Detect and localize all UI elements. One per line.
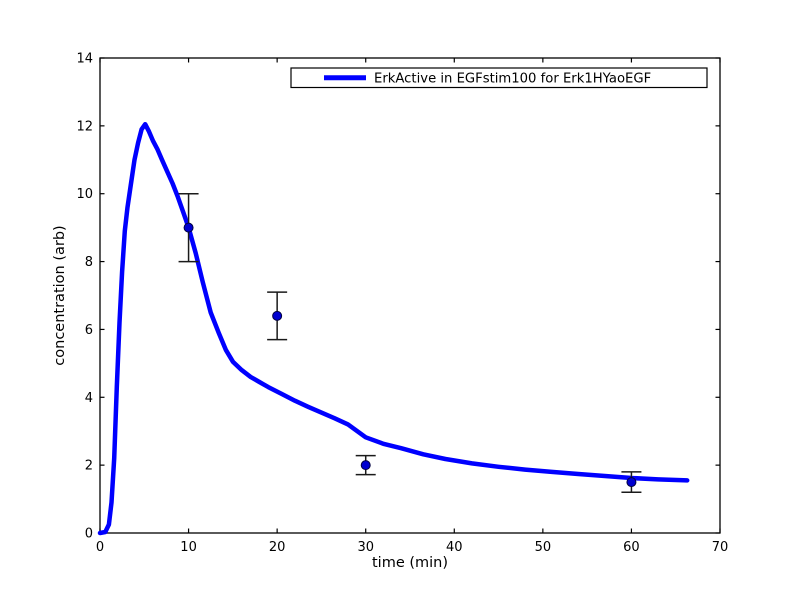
x-tick-label: 70 [712, 540, 729, 555]
y-tick-label: 4 [85, 391, 93, 406]
x-tick-label: 0 [96, 540, 104, 555]
data-point-marker [183, 222, 194, 233]
x-tick-label: 50 [535, 540, 552, 555]
legend-box [290, 67, 708, 89]
x-tick-label: 40 [446, 540, 463, 555]
y-tick-label: 14 [76, 52, 93, 67]
y-tick-label: 2 [85, 459, 93, 474]
plot-border [99, 57, 721, 534]
simulation-curve [97, 121, 690, 536]
data-point-marker [626, 477, 637, 488]
y-tick-label: 6 [85, 323, 93, 338]
y-tick-label: 8 [85, 255, 93, 270]
data-point-marker [360, 460, 371, 471]
x-tick-label: 20 [269, 540, 286, 555]
y-axis-label: concentration (arb) [52, 225, 68, 365]
y-tick-label: 0 [85, 527, 93, 542]
legend-label: ErkActive in EGFstim100 for Erk1HYaoEGF [374, 72, 651, 87]
data-point-marker [272, 310, 283, 321]
x-tick-label: 60 [623, 540, 640, 555]
x-axis-label: time (min) [372, 555, 448, 571]
x-tick-label: 30 [357, 540, 374, 555]
y-tick-label: 12 [76, 119, 93, 134]
y-tick-label: 10 [76, 187, 93, 202]
x-tick-label: 10 [180, 540, 197, 555]
